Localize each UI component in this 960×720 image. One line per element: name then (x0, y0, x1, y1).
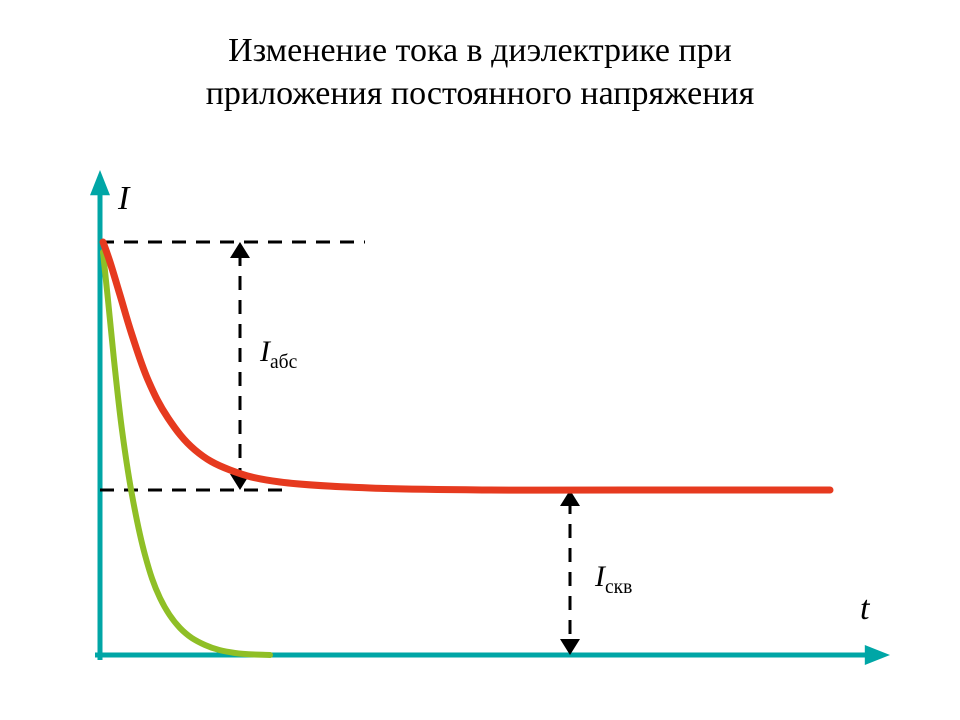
title-line-2: приложения постоянного напряжения (0, 73, 960, 116)
chart-svg (70, 160, 900, 680)
chart-area: I t Iабс Iскв (70, 160, 900, 680)
chart-title: Изменение тока в диэлектрике при приложе… (0, 30, 960, 115)
i-skv-label: Iскв (595, 560, 632, 599)
i-abs-label: Iабс (260, 335, 297, 374)
title-line-1: Изменение тока в диэлектрике при (0, 30, 960, 73)
i-skv-subscript: скв (605, 577, 632, 598)
i-abs-subscript: абс (270, 352, 297, 373)
y-axis-label: I (118, 180, 129, 218)
i-skv-symbol: I (595, 560, 605, 593)
i-abs-symbol: I (260, 335, 270, 368)
x-axis-label: t (860, 590, 869, 628)
